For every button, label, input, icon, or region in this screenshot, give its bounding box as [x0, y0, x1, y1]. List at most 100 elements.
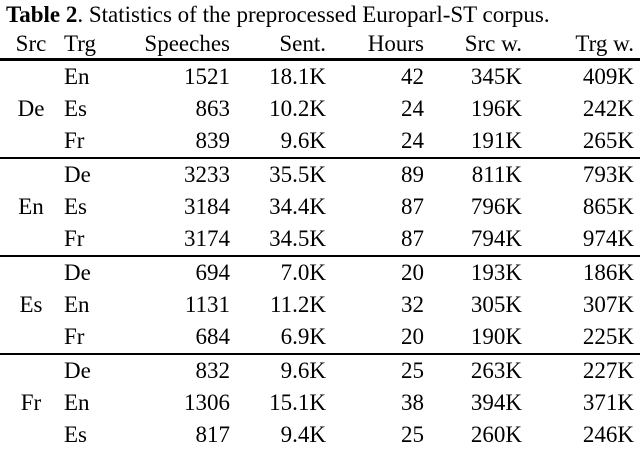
cell-sent: 9.6K	[280, 358, 326, 383]
cell-hours: 24	[401, 96, 424, 121]
cell-sent: 18.1K	[269, 64, 326, 89]
cell-trg: Fr	[64, 128, 85, 153]
cell-trg: Es	[64, 96, 87, 121]
cell-hours: 87	[401, 194, 424, 219]
cell-speeches: 1521	[184, 64, 230, 89]
cell-hours: 25	[401, 358, 424, 383]
header-src: Src	[0, 30, 62, 61]
group-es: Es De 694 7.0K 20 193K 186K En 1131 11.2…	[0, 256, 640, 354]
caption-label: Table 2	[6, 2, 78, 27]
table-row: Fr 684 6.9K 20 190K 225K	[0, 321, 640, 354]
cell-hours: 20	[401, 324, 424, 349]
cell-src-words: 191K	[470, 128, 522, 153]
header-src-words: Src w.	[430, 30, 528, 61]
cell-sent: 9.6K	[280, 128, 326, 153]
cell-trg-words: 225K	[582, 324, 634, 349]
group-fr: Fr De 832 9.6K 25 263K 227K En 1306 15.1…	[0, 354, 640, 451]
cell-hours: 42	[401, 64, 424, 89]
cell-trg-words: 371K	[582, 390, 634, 415]
header-sent: Sent.	[236, 30, 332, 61]
cell-src-words: 394K	[470, 390, 522, 415]
cell-trg-words: 865K	[582, 194, 634, 219]
cell-trg-words: 307K	[582, 292, 634, 317]
cell-trg-words: 409K	[582, 64, 634, 89]
cell-trg: De	[64, 358, 91, 383]
cell-hours: 25	[401, 422, 424, 447]
cell-speeches: 3174	[184, 226, 230, 251]
cell-speeches: 3184	[184, 194, 230, 219]
cell-trg-words: 974K	[582, 226, 634, 251]
group-de: De En 1521 18.1K 42 345K 409K Es 863 10.…	[0, 60, 640, 159]
cell-sent: 7.0K	[280, 260, 326, 285]
table-row: Es 3184 34.4K 87 796K 865K	[0, 191, 640, 223]
cell-trg: De	[64, 162, 91, 187]
statistics-table: Src Trg Speeches Sent. Hours Src w. Trg …	[0, 30, 640, 451]
cell-sent: 10.2K	[269, 96, 326, 121]
cell-speeches: 3233	[184, 162, 230, 187]
cell-sent: 6.9K	[280, 324, 326, 349]
header-trg: Trg	[62, 30, 122, 61]
table-row: Fr De 832 9.6K 25 263K 227K	[0, 354, 640, 415]
cell-src-words: 811K	[471, 162, 522, 187]
cell-src-words: 260K	[470, 422, 522, 447]
cell-sent: 35.5K	[269, 162, 326, 187]
header-speeches: Speeches	[122, 30, 236, 61]
cell-speeches: 832	[195, 358, 231, 383]
cell-src-words: 263K	[470, 358, 522, 383]
cell-trg: De	[64, 260, 91, 285]
cell-trg: Es	[64, 194, 87, 219]
cell-src-words: 190K	[470, 324, 522, 349]
cell-trg-words: 227K	[582, 358, 634, 383]
cell-hours: 24	[401, 128, 424, 153]
cell-trg: Es	[64, 422, 87, 447]
cell-hours: 87	[401, 226, 424, 251]
table-row: Es 863 10.2K 24 196K 242K	[0, 93, 640, 125]
cell-speeches: 694	[195, 260, 231, 285]
cell-speeches: 817	[195, 422, 231, 447]
cell-sent: 15.1K	[269, 390, 326, 415]
cell-hours: 32	[401, 292, 424, 317]
header-hours: Hours	[332, 30, 430, 61]
cell-hours: 20	[401, 260, 424, 285]
table-row: En De 3233 35.5K 89 811K 793K	[0, 158, 640, 219]
cell-hours: 89	[401, 162, 424, 187]
cell-src-words: 193K	[470, 260, 522, 285]
group-src-label: Es	[19, 292, 43, 317]
cell-trg: En	[64, 390, 90, 415]
cell-trg: En	[64, 292, 90, 317]
cell-sent: 34.4K	[269, 194, 326, 219]
cell-speeches: 1306	[184, 390, 230, 415]
group-en: En De 3233 35.5K 89 811K 793K Es 3184 34…	[0, 158, 640, 256]
cell-trg-words: 265K	[582, 128, 634, 153]
cell-hours: 38	[401, 390, 424, 415]
cell-trg: En	[64, 64, 90, 89]
table-row: Fr 839 9.6K 24 191K 265K	[0, 125, 640, 158]
table-row: En 1131 11.2K 32 305K 307K	[0, 289, 640, 321]
cell-trg: Fr	[64, 324, 85, 349]
table-row: Es De 694 7.0K 20 193K 186K	[0, 256, 640, 317]
cell-speeches: 1131	[184, 292, 230, 317]
cell-trg: Fr	[64, 226, 85, 251]
header-row: Src Trg Speeches Sent. Hours Src w. Trg …	[0, 30, 640, 61]
cell-trg-words: 793K	[582, 162, 634, 187]
table-row: Es 817 9.4K 25 260K 246K	[0, 419, 640, 451]
cell-src-words: 796K	[470, 194, 522, 219]
group-src-label: De	[17, 96, 45, 121]
caption-text: . Statistics of the preprocessed Europar…	[77, 2, 550, 27]
table-caption: Table 2. Statistics of the preprocessed …	[6, 2, 550, 28]
table-row: En 1306 15.1K 38 394K 371K	[0, 387, 640, 419]
cell-speeches: 684	[195, 324, 231, 349]
cell-src-words: 305K	[470, 292, 522, 317]
cell-src-words: 345K	[470, 64, 522, 89]
cell-trg-words: 186K	[582, 260, 634, 285]
cell-sent: 9.4K	[280, 422, 326, 447]
cell-sent: 11.2K	[269, 292, 326, 317]
header-trg-words: Trg w.	[528, 30, 640, 61]
cell-speeches: 839	[195, 128, 231, 153]
cell-sent: 34.5K	[269, 226, 326, 251]
cell-speeches: 863	[195, 96, 231, 121]
cell-trg-words: 242K	[582, 96, 634, 121]
group-src-label: Fr	[20, 390, 42, 415]
group-src-label: En	[18, 194, 44, 219]
